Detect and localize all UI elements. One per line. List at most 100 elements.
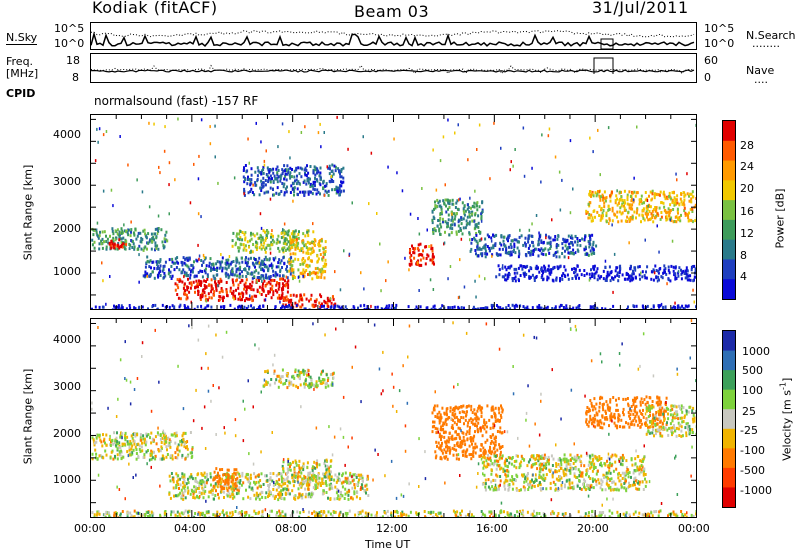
velocity-colorbar-end: ] bbox=[780, 377, 794, 383]
nave-tick-bottom: 0 bbox=[704, 71, 711, 84]
velocity-panel bbox=[90, 318, 697, 518]
power-colorbar-label: Power [dB] bbox=[773, 188, 787, 249]
freq-label: Freq. bbox=[6, 55, 34, 68]
nsky-tick-top: 10^5 bbox=[54, 22, 85, 35]
power-cb-20: 20 bbox=[740, 182, 754, 195]
echo-region bbox=[431, 404, 504, 461]
nsearch-label: N.Search bbox=[746, 29, 796, 42]
nsearch-dots: ........ bbox=[752, 37, 780, 50]
beam-title: Beam 03 bbox=[354, 2, 430, 21]
velocity-ytick-4000: 4000 bbox=[53, 333, 81, 346]
colorbar-swatch bbox=[723, 259, 735, 280]
echo-region bbox=[645, 404, 696, 438]
xtick-1: 04:00 bbox=[174, 522, 206, 535]
nsky-tick-bottom: 10^0 bbox=[54, 37, 85, 50]
velocity-colorbar-sup: -1 bbox=[778, 382, 788, 391]
colorbar-swatch bbox=[723, 409, 735, 430]
velocity-cb-1000: 1000 bbox=[742, 345, 770, 358]
velocity-cb-m100: -100 bbox=[740, 444, 765, 457]
nave-dots: .... bbox=[754, 73, 768, 86]
xtick-3: 12:00 bbox=[376, 522, 408, 535]
freq-trace bbox=[91, 57, 695, 75]
velocity-colorbar-text: Velocity [m s bbox=[780, 390, 794, 461]
power-ylabel: Slant Range [km] bbox=[21, 164, 35, 261]
velocity-cb-25: 25 bbox=[742, 405, 756, 418]
velocity-colorbar bbox=[722, 330, 736, 508]
velocity-cb-m1000: -1000 bbox=[740, 484, 772, 497]
echo-region bbox=[408, 242, 435, 267]
colorbar-swatch bbox=[723, 331, 735, 352]
echo-region bbox=[174, 277, 290, 303]
power-cb-28: 28 bbox=[740, 139, 754, 152]
power-cb-8: 8 bbox=[740, 249, 747, 262]
echo-region bbox=[242, 163, 345, 197]
colorbar-swatch bbox=[723, 487, 735, 507]
xtick-0: 00:00 bbox=[74, 522, 106, 535]
echo-region bbox=[280, 457, 333, 488]
echo-region bbox=[91, 431, 194, 461]
cpid-label: CPID bbox=[6, 87, 36, 100]
colorbar-swatch bbox=[723, 200, 735, 221]
x-axis-title: Time UT bbox=[365, 538, 411, 551]
echo-region bbox=[495, 264, 696, 283]
echo-region bbox=[287, 237, 328, 281]
velocity-heatmap bbox=[91, 319, 696, 517]
echo-region bbox=[142, 255, 295, 281]
echo-region bbox=[585, 189, 696, 224]
power-cb-16: 16 bbox=[740, 205, 754, 218]
echo-region bbox=[481, 453, 648, 493]
scatter-speckle bbox=[91, 319, 696, 517]
colorbar-swatch bbox=[723, 448, 735, 469]
power-cb-4: 4 bbox=[740, 270, 747, 283]
power-ytick-1000: 1000 bbox=[53, 265, 81, 278]
echo-region bbox=[91, 303, 696, 309]
echo-region bbox=[585, 395, 668, 430]
velocity-cb-m25: -25 bbox=[740, 424, 758, 437]
nave-label: Nave bbox=[746, 64, 775, 77]
colorbar-swatch bbox=[723, 239, 735, 260]
colorbar-swatch bbox=[723, 389, 735, 410]
power-ytick-3000: 3000 bbox=[53, 175, 81, 188]
scatter-speckle bbox=[94, 115, 696, 309]
echo-region bbox=[91, 227, 169, 252]
colorbar-swatch bbox=[723, 140, 735, 162]
colorbar-swatch bbox=[723, 428, 735, 449]
colorbar-swatch bbox=[723, 350, 735, 371]
freq-panel bbox=[90, 53, 697, 83]
velocity-cb-500: 500 bbox=[742, 364, 763, 377]
power-heatmap bbox=[91, 115, 696, 309]
cpid-text: normalsound (fast) -157 RF bbox=[94, 94, 259, 108]
velocity-cb-m500: -500 bbox=[740, 464, 765, 477]
nsearch-tick-top: 10^5 bbox=[704, 22, 735, 35]
nave-tick-top: 60 bbox=[704, 54, 718, 67]
velocity-ytick-1000: 1000 bbox=[53, 473, 81, 486]
freq-tick-top: 18 bbox=[66, 54, 80, 67]
velocity-ytick-3000: 3000 bbox=[53, 380, 81, 393]
xtick-2: 08:00 bbox=[275, 522, 307, 535]
colorbar-swatch bbox=[723, 279, 735, 299]
power-ytick-2000: 2000 bbox=[53, 222, 81, 235]
echo-region bbox=[168, 471, 370, 502]
freq-tick-bottom: 8 bbox=[72, 71, 79, 84]
echo-region bbox=[212, 467, 239, 493]
power-cb-24: 24 bbox=[740, 160, 754, 173]
nsearch-tick-bottom: 10^0 bbox=[704, 37, 735, 50]
velocity-ytick-2000: 2000 bbox=[53, 427, 81, 440]
colorbar-swatch bbox=[723, 219, 735, 241]
colorbar-swatch bbox=[723, 121, 735, 142]
echo-region bbox=[431, 198, 484, 237]
nsky-label: N.Sky bbox=[6, 31, 38, 45]
power-cb-12: 12 bbox=[740, 227, 754, 240]
power-colorbar bbox=[722, 120, 736, 300]
date-title: 31/Jul/2011 bbox=[592, 0, 689, 17]
station-title: Kodiak (fitACF) bbox=[92, 0, 218, 17]
colorbar-swatch bbox=[723, 467, 735, 488]
velocity-colorbar-label: Velocity [m s-1] bbox=[779, 371, 794, 467]
echo-region bbox=[469, 233, 598, 259]
colorbar-swatch bbox=[723, 180, 735, 201]
colorbar-swatch bbox=[723, 370, 735, 391]
xtick-4: 16:00 bbox=[476, 522, 508, 535]
velocity-cb-100: 100 bbox=[742, 384, 763, 397]
echo-region bbox=[262, 368, 335, 390]
freq-unit-label: [MHz] bbox=[6, 67, 39, 80]
